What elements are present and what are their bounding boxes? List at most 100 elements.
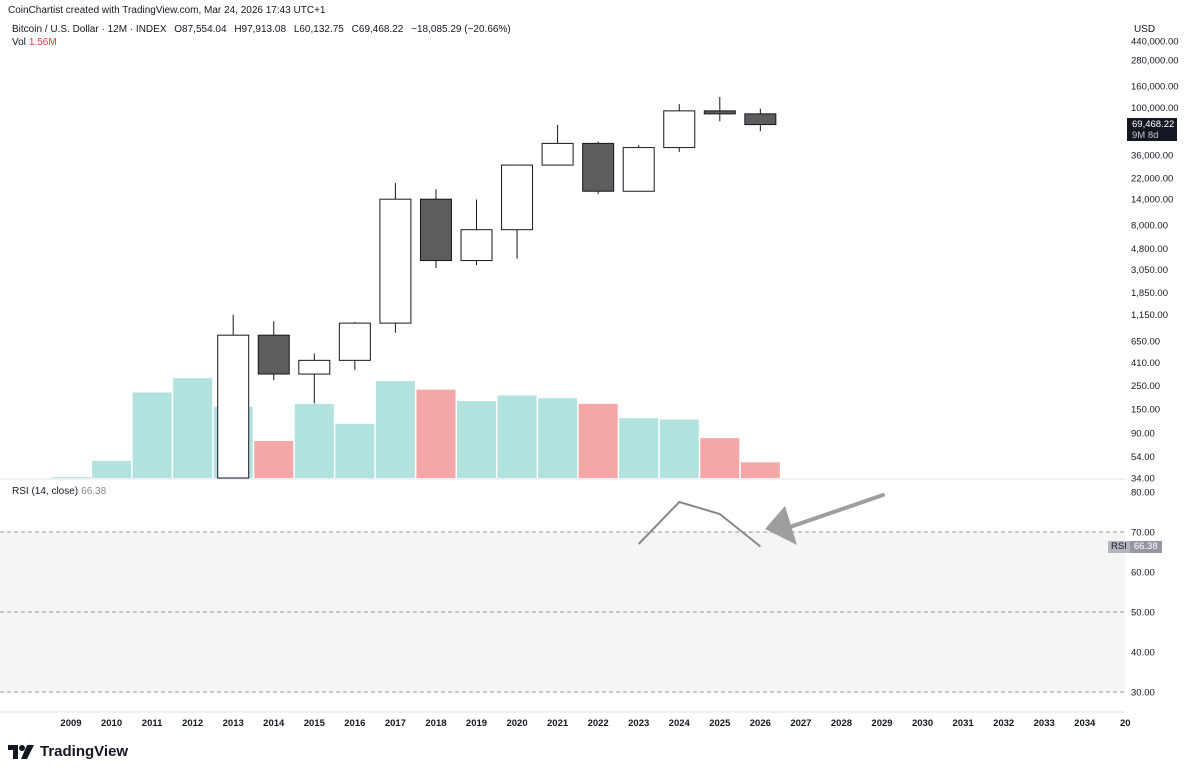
- rsi-scale-label: 60.00: [1131, 568, 1155, 579]
- candle-body: [217, 334, 250, 479]
- volume-bar: [375, 381, 415, 478]
- rsi-legend: RSI (14, close) 66.38: [12, 486, 106, 497]
- price-scale-label: 150.00: [1131, 405, 1160, 416]
- tradingview-logo[interactable]: TradingView: [8, 743, 128, 760]
- time-axis-label: 2030: [912, 718, 933, 729]
- rsi-label[interactable]: RSI (14, close): [12, 486, 79, 497]
- volume-bar: [700, 438, 740, 478]
- time-axis-label: 2015: [304, 718, 326, 729]
- symbol-description[interactable]: Bitcoin / U.S. Dollar · 12M · INDEX: [12, 24, 167, 35]
- ohlc-high: H97,913.08: [234, 24, 287, 35]
- rsi-tag-value: 66.38: [1129, 541, 1162, 553]
- annotation-arrow: [765, 493, 885, 545]
- rsi-line: [637, 500, 761, 548]
- rsi-scale-label: 50.00: [1131, 608, 1155, 619]
- price-scale-label: 90.00: [1131, 428, 1155, 439]
- volume-bar: [335, 423, 375, 478]
- time-axis-label: 2016: [344, 718, 365, 729]
- price-scale-label: 160,000.00: [1131, 81, 1179, 92]
- price-change: −18,085.29 (−20.66%): [411, 24, 511, 35]
- candlesticks: [217, 96, 777, 479]
- price-scale-label: 100,000.00: [1131, 103, 1179, 114]
- time-axis-label: 2034: [1074, 718, 1096, 729]
- time-axis-label: 20: [1120, 718, 1131, 729]
- price-scale-label: 1,150.00: [1131, 310, 1168, 321]
- currency-label[interactable]: USD: [1134, 24, 1156, 35]
- annotation-arrow-head: [765, 506, 797, 545]
- candle-body: [460, 229, 493, 262]
- rsi-tag-label: RSI: [1108, 541, 1130, 553]
- price-scale-label: 4,800.00: [1131, 244, 1168, 255]
- price-scale-label: 650.00: [1131, 337, 1160, 348]
- rsi-scale-label: 30.00: [1131, 688, 1155, 699]
- volume-bar: [538, 398, 578, 478]
- rsi-value: 66.38: [81, 486, 107, 497]
- price-scale-label: 14,000.00: [1131, 194, 1173, 205]
- candle-body: [703, 110, 736, 115]
- time-axis-label: 2027: [790, 718, 811, 729]
- symbol-legend: Bitcoin / U.S. Dollar · 12M · INDEX O87,…: [12, 24, 516, 35]
- price-scale-label: 54.00: [1131, 452, 1155, 463]
- candle-body: [501, 164, 534, 231]
- time-axis-label: 2028: [831, 718, 852, 729]
- time-axis-label: 2032: [993, 718, 1014, 729]
- time-axis-label: 2017: [385, 718, 406, 729]
- time-axis-label: 2018: [425, 718, 446, 729]
- volume-bar: [416, 389, 456, 478]
- tradingview-logo-icon: [8, 744, 34, 759]
- ohlc-close: C69,468.22: [351, 24, 404, 35]
- candle-body: [744, 113, 777, 126]
- time-axis-label: 2021: [547, 718, 569, 729]
- volume-bar: [619, 418, 659, 478]
- volume-value: 1.56M: [28, 37, 57, 48]
- rsi-scale-label: 70.00: [1131, 528, 1155, 539]
- grid-layer: [0, 478, 1125, 713]
- tradingview-logo-text: TradingView: [40, 743, 129, 760]
- candle-body: [257, 334, 290, 375]
- volume-legend: Vol 1.56M: [12, 37, 57, 48]
- candle-body: [338, 322, 371, 361]
- bar-countdown: 9M 8d: [1132, 130, 1159, 141]
- rsi-pane: [0, 500, 1125, 693]
- ohlc-low: L60,132.75: [293, 24, 344, 35]
- volume-bar: [92, 460, 132, 478]
- price-scale-label: 8,000.00: [1131, 220, 1168, 231]
- time-axis-label: 2012: [182, 718, 203, 729]
- volume-bar: [497, 395, 537, 478]
- time-axis-label: 2020: [506, 718, 527, 729]
- candle-body: [379, 198, 412, 324]
- candle-body: [663, 110, 696, 149]
- last-price-value: 69,468.22: [1132, 119, 1175, 130]
- price-scale-label: 280,000.00: [1131, 55, 1179, 66]
- candle-body: [419, 198, 452, 262]
- time-axis-label: 2029: [871, 718, 892, 729]
- time-axis-label: 2014: [263, 718, 285, 729]
- price-scale-label: 3,050.00: [1131, 265, 1168, 276]
- price-scale-label: 22,000.00: [1131, 173, 1173, 184]
- time-axis-label: 2009: [60, 718, 81, 729]
- ohlc-open: O87,554.04: [174, 24, 227, 35]
- volume-label[interactable]: Vol: [12, 37, 26, 48]
- volume-bar: [740, 462, 780, 478]
- credit-text: CoinChartist created with TradingView.co…: [8, 5, 326, 16]
- candle-body: [622, 147, 655, 192]
- rsi-value-tag: RSI 66.38: [1108, 541, 1162, 553]
- rsi-scale-label: 40.00: [1131, 648, 1155, 659]
- last-price-tag: 69,468.22 9M 8d: [1127, 118, 1177, 141]
- price-scale-label: 440,000.00: [1131, 37, 1179, 48]
- price-scale-label: 1,850.00: [1131, 288, 1168, 299]
- time-axis-label: 2033: [1034, 718, 1055, 729]
- time-axis-label: 2024: [669, 718, 691, 729]
- time-axis-label: 2026: [750, 718, 771, 729]
- time-axis-label: 2023: [628, 718, 649, 729]
- volume-bar: [254, 440, 294, 478]
- volume-bar: [51, 477, 91, 478]
- volume-bar: [578, 403, 618, 478]
- time-axis: 2009 2010 2011 2012 2013 2014 2015 2016 2017 2018…: [60, 718, 1130, 729]
- candle-body: [541, 142, 574, 166]
- volume-bar: [457, 401, 496, 478]
- price-scale-label: 250.00: [1131, 381, 1160, 392]
- time-axis-label: 2031: [953, 718, 975, 729]
- rsi-scale-label: 80.00: [1131, 488, 1155, 499]
